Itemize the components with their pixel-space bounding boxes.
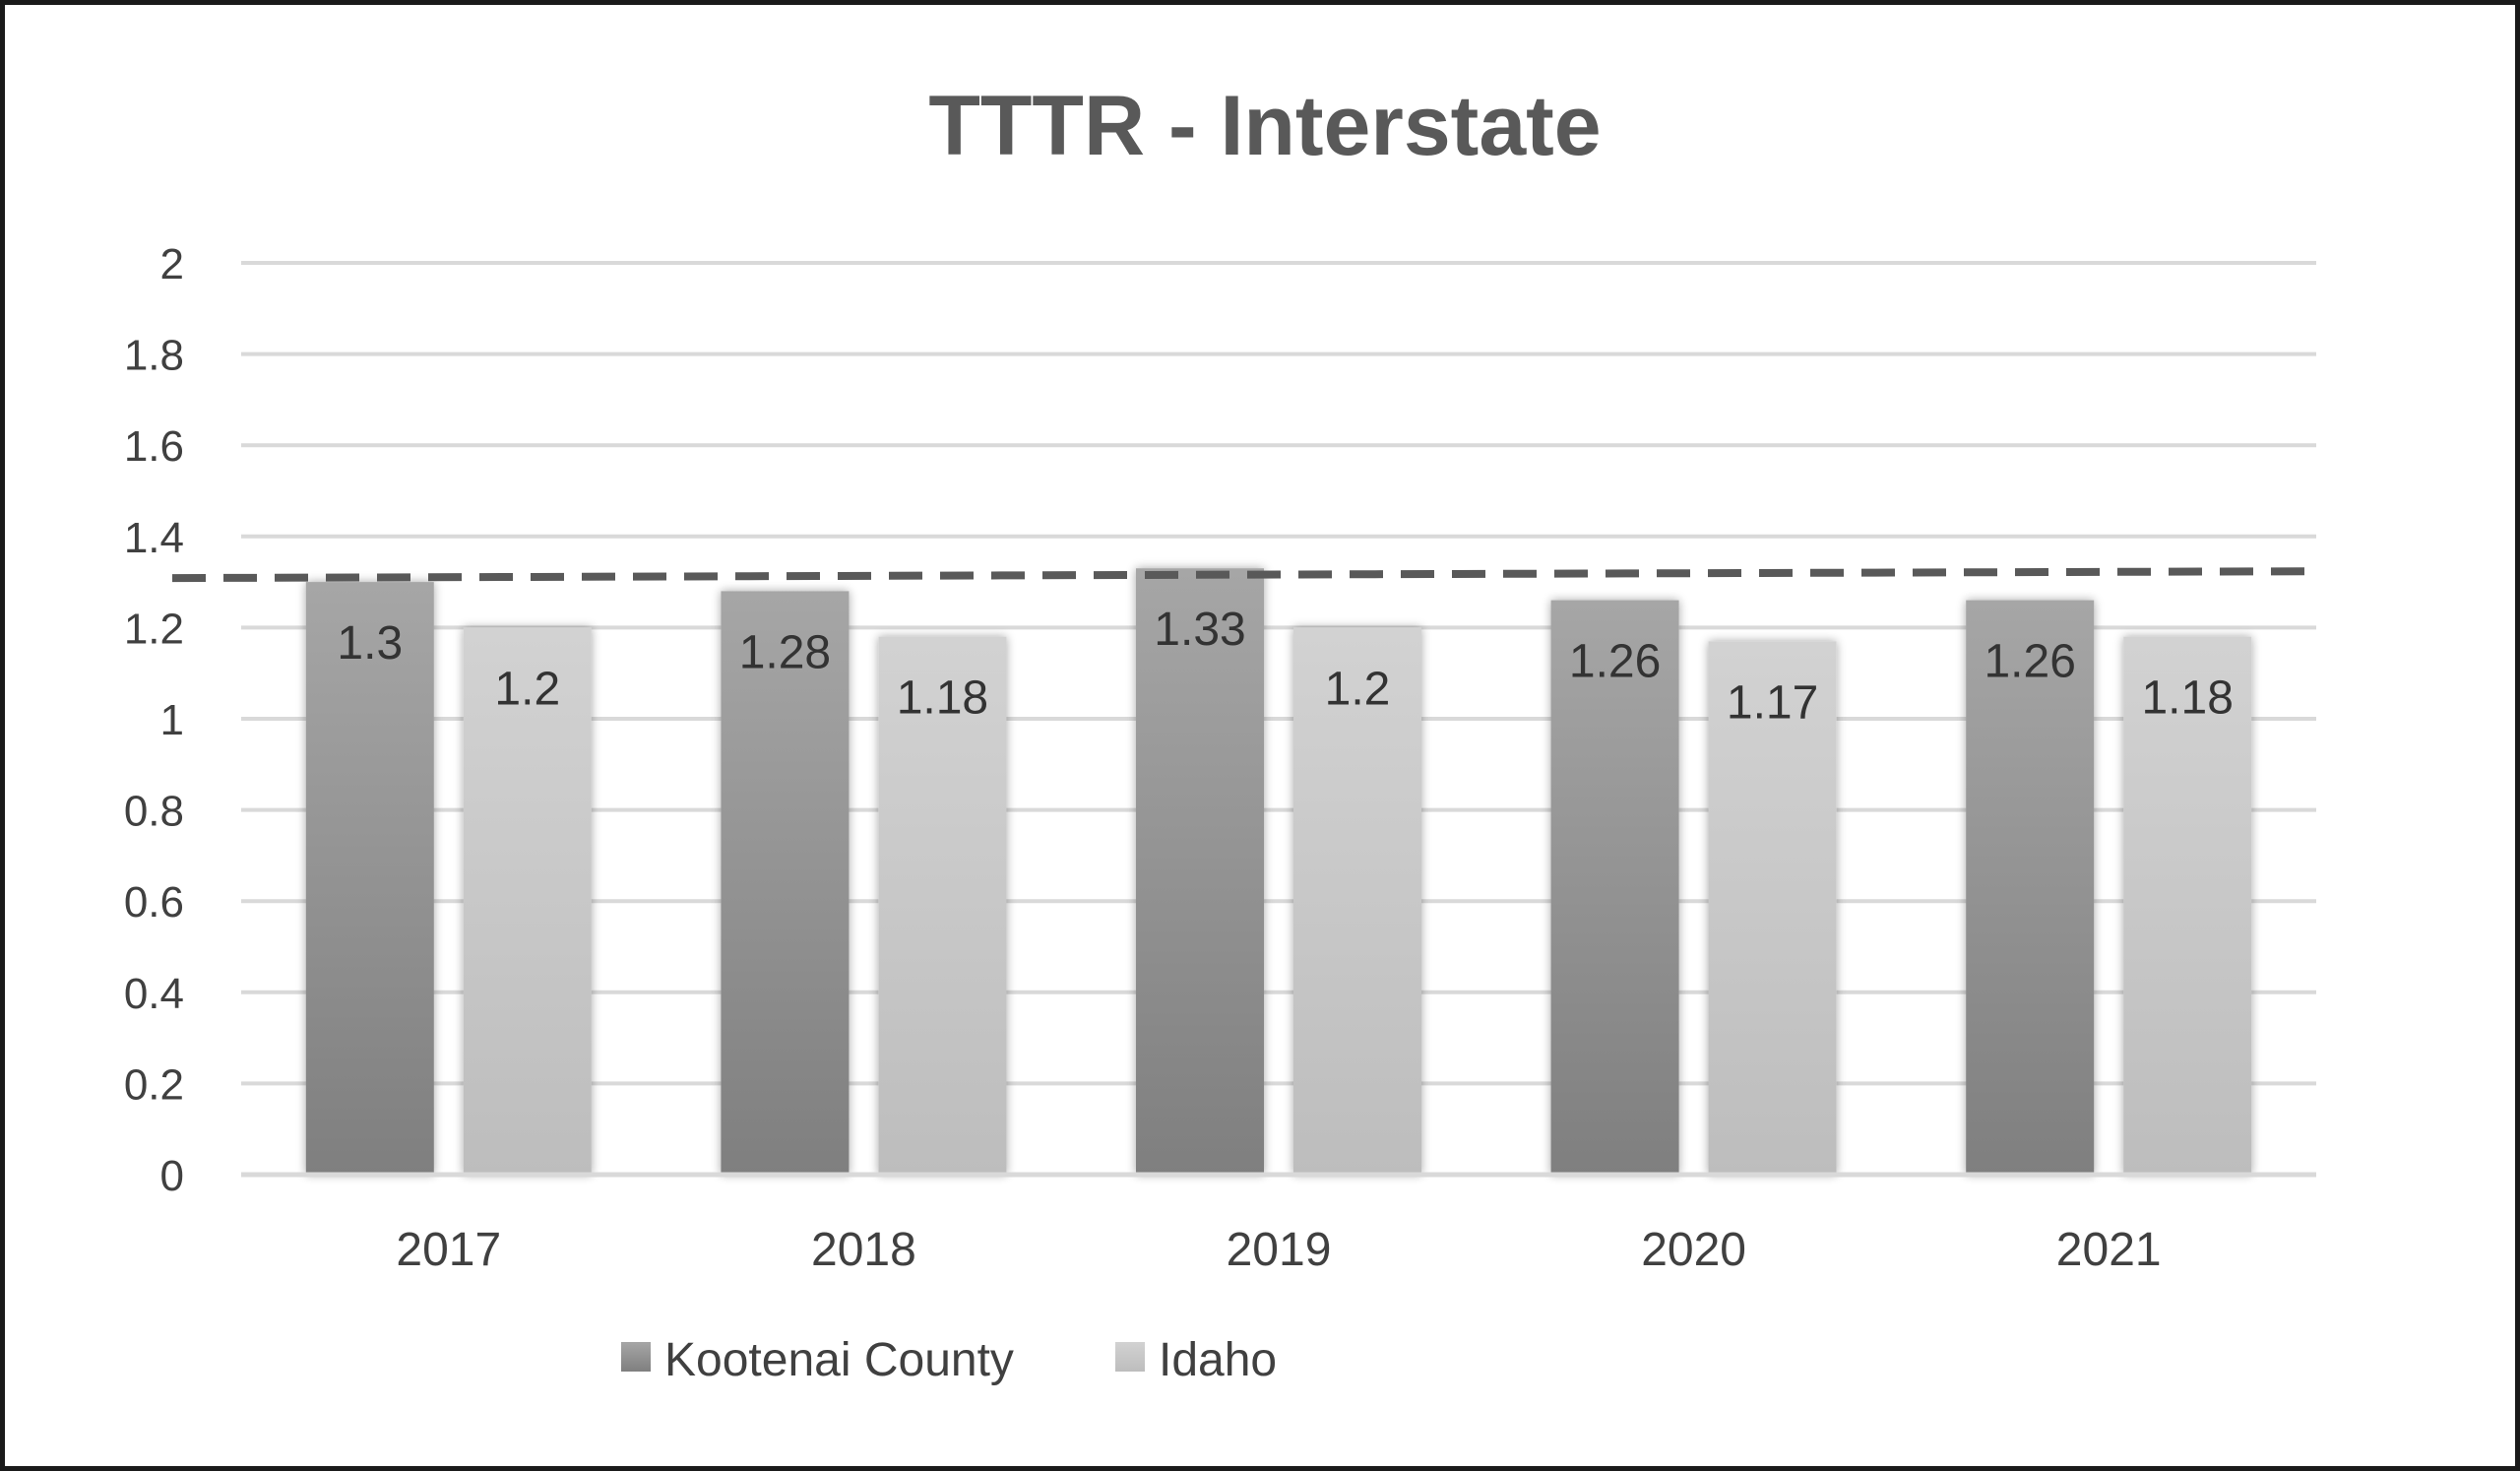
data-label: 1.18: [897, 672, 988, 725]
y-tick-label: 1.8: [124, 332, 184, 380]
bar-chart: TTTR - Interstate 0 0.2 0.4 0.6 0.8 1 1.2 1.4 1.…: [124, 79, 2321, 1386]
bar-idaho-2021: [2123, 636, 2252, 1175]
x-tick-label: 2021: [2056, 1224, 2162, 1276]
y-tick-label: 0.4: [124, 970, 184, 1018]
legend-swatch: [1115, 1342, 1145, 1372]
data-labels: 1.3 1.2 1.28 1.18 1.33 1.2 1.26 1.17 1.26 1.18: [337, 604, 2233, 729]
data-label: 1.33: [1154, 604, 1245, 656]
chart-title: TTTR - Interstate: [928, 79, 1601, 173]
y-tick-label: 1: [160, 696, 184, 744]
legend-swatch: [621, 1342, 651, 1372]
x-tick-label: 2020: [1641, 1224, 1746, 1276]
y-tick-label: 2: [160, 240, 184, 288]
bar-kootenai-county-2017: [305, 582, 434, 1175]
y-tick-label: 0.8: [124, 788, 184, 836]
legend-label: Idaho: [1159, 1334, 1277, 1386]
legend-label: Kootenai County: [664, 1334, 1014, 1386]
y-tick-label: 1.6: [124, 422, 184, 471]
data-label: 1.28: [739, 626, 831, 678]
x-axis-tick-labels: 2017 2018 2019 2020 2021: [396, 1224, 2161, 1276]
y-tick-label: 1.2: [124, 605, 184, 653]
data-label: 1.3: [337, 617, 403, 670]
bar-kootenai-county-2018: [721, 591, 850, 1175]
bar-kootenai-county-2019: [1136, 568, 1264, 1175]
x-tick-label: 2019: [1227, 1224, 1332, 1276]
bar-kootenai-county-2021: [1966, 600, 2095, 1175]
bar-idaho-2017: [463, 627, 592, 1175]
x-tick-label: 2017: [396, 1224, 501, 1276]
data-label: 1.26: [1984, 636, 2075, 688]
data-label: 1.18: [2141, 672, 2233, 725]
y-tick-label: 1.4: [124, 514, 184, 562]
bar-idaho-2020: [1708, 641, 1837, 1175]
bar-kootenai-county-2020: [1550, 600, 1679, 1175]
data-label: 1.2: [1325, 663, 1391, 715]
data-label: 1.17: [1727, 676, 1818, 729]
y-axis-tick-labels: 0 0.2 0.4 0.6 0.8 1 1.2 1.4 1.6 1.8 2: [124, 240, 184, 1200]
y-tick-label: 0.2: [124, 1060, 184, 1109]
x-tick-label: 2018: [811, 1224, 916, 1276]
bar-idaho-2019: [1293, 627, 1421, 1175]
bars: [305, 568, 2252, 1175]
data-label: 1.26: [1569, 636, 1661, 688]
y-tick-label: 0.6: [124, 878, 184, 927]
bar-idaho-2018: [878, 636, 1007, 1175]
legend: Kootenai County Idaho: [621, 1334, 1277, 1386]
data-label: 1.2: [494, 663, 560, 715]
y-tick-label: 0: [160, 1152, 184, 1200]
